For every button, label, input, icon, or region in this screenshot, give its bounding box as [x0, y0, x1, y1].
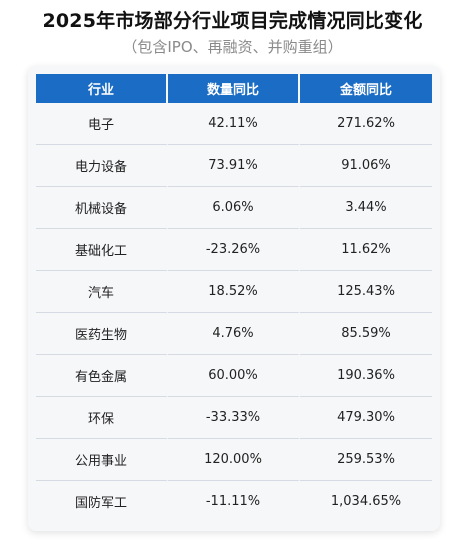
cell-amount-yoy: 85.59% [300, 313, 432, 355]
table-row: 有色金属 60.00% 190.36% [36, 355, 432, 397]
cell-count-yoy: 42.11% [168, 103, 300, 145]
header-industry: 行业 [36, 74, 168, 103]
cell-industry: 环保 [36, 397, 168, 439]
cell-industry: 机械设备 [36, 187, 168, 229]
cell-industry: 汽车 [36, 271, 168, 313]
data-table: 行业 数量同比 金额同比 电子 42.11% 271.62% 电力设备 73.9… [36, 74, 432, 522]
table-row: 公用事业 120.00% 259.53% [36, 439, 432, 481]
table-row: 医药生物 4.76% 85.59% [36, 313, 432, 355]
table-row: 国防军工 -11.11% 1,034.65% [36, 481, 432, 522]
cell-industry: 国防军工 [36, 481, 168, 522]
cell-amount-yoy: 91.06% [300, 145, 432, 187]
table-row: 环保 -33.33% 479.30% [36, 397, 432, 439]
cell-industry: 公用事业 [36, 439, 168, 481]
table-row: 基础化工 -23.26% 11.62% [36, 229, 432, 271]
page-subtitle: （包含IPO、再融资、并购重组） [122, 38, 343, 56]
cell-industry: 有色金属 [36, 355, 168, 397]
table-header-row: 行业 数量同比 金额同比 [36, 74, 432, 103]
cell-count-yoy: -33.33% [168, 397, 300, 439]
cell-amount-yoy: 1,034.65% [330, 494, 402, 509]
cell-count-yoy: 120.00% [168, 439, 300, 481]
cell-count-yoy: -23.26% [168, 229, 300, 271]
cell-count-yoy: 60.00% [168, 355, 300, 397]
cell-amount-yoy: 479.30% [300, 397, 432, 439]
cell-industry: 电子 [36, 103, 168, 145]
cell-amount-yoy: 190.36% [300, 355, 432, 397]
cell-industry: 医药生物 [36, 313, 168, 355]
cell-count-yoy: -11.11% [168, 481, 300, 522]
table-card: 行业 数量同比 金额同比 电子 42.11% 271.62% 电力设备 73.9… [28, 66, 440, 531]
table-row: 汽车 18.52% 125.43% [36, 271, 432, 313]
cell-count-yoy: 73.91% [168, 145, 300, 187]
cell-amount-yoy: 3.44% [300, 187, 432, 229]
header-amount-yoy: 金额同比 [300, 74, 432, 103]
table-row: 电力设备 73.91% 91.06% [36, 145, 432, 187]
cell-amount-yoy: 259.53% [300, 439, 432, 481]
cell-count-yoy: 6.06% [168, 187, 300, 229]
cell-industry: 基础化工 [36, 229, 168, 271]
table-row: 电子 42.11% 271.62% [36, 103, 432, 145]
cell-amount-yoy: 125.43% [300, 271, 432, 313]
page-title: 2025年市场部分行业项目完成情况同比变化 [42, 10, 423, 32]
cell-amount-yoy: 271.62% [300, 103, 432, 145]
cell-amount-yoy: 11.62% [300, 229, 432, 271]
header-count-yoy: 数量同比 [168, 74, 300, 103]
table-row: 机械设备 6.06% 3.44% [36, 187, 432, 229]
cell-industry: 电力设备 [36, 145, 168, 187]
cell-count-yoy: 4.76% [168, 313, 300, 355]
cell-count-yoy: 18.52% [168, 271, 300, 313]
